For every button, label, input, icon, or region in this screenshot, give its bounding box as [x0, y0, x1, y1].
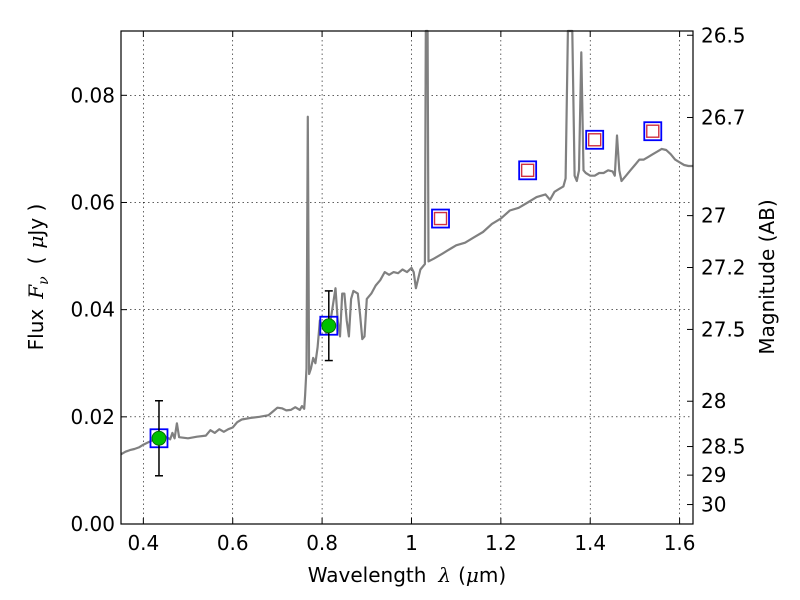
spectrum-series	[120, 29, 693, 456]
y-tick-label: 0.08	[70, 83, 115, 107]
plot-area	[121, 31, 693, 524]
y2-axis-title: Magnitude (AB)	[755, 199, 779, 354]
y2-tick-label: 26.5	[701, 23, 746, 47]
y-tick-label: 0.02	[70, 405, 115, 429]
y2-tick-label: 29	[701, 463, 726, 487]
y2-tick-label: 27	[701, 204, 726, 228]
x-tick-label: 0.4	[127, 531, 159, 555]
grid-lines	[121, 31, 693, 525]
observed-flux-point	[151, 430, 167, 446]
x-tick-label: 0.6	[217, 531, 249, 555]
y-tick-label: 0.04	[70, 298, 115, 322]
x-tick-label: 1	[405, 531, 418, 555]
predicted-flux-square	[646, 124, 660, 138]
x-tick-label: 0.8	[306, 531, 338, 555]
observed-flux-point	[321, 318, 337, 334]
y-axis-title: FluxFν(μJy )	[24, 204, 52, 351]
y2-tick-label: 27.5	[701, 317, 746, 341]
axis-ticks: 0.4 0.6 0.8 1 1.2 1.4 1.6 0.00 0.02 0.04 0.06 0.08 2…	[70, 23, 745, 555]
y2-tick-label: 26.7	[701, 105, 746, 129]
model-flux-square	[585, 129, 605, 150]
y2-tick-label: 28	[701, 389, 726, 413]
x-axis-title: Wavelength λ (μm)	[308, 563, 506, 587]
spectrum-line	[120, 29, 693, 456]
y2-tick-label: 28.5	[701, 435, 746, 459]
predicted-flux-square	[520, 163, 535, 178]
plot-frame	[120, 30, 694, 525]
x-tick-label: 1.2	[485, 531, 517, 555]
predicted-flux-square	[433, 211, 448, 226]
model-flux-square	[431, 208, 450, 229]
photometry-markers	[149, 121, 663, 477]
y-tick-label: 0.06	[70, 190, 115, 214]
model-flux-square	[643, 121, 663, 142]
model-flux-square	[518, 160, 538, 181]
y2-tick-label: 27.2	[701, 256, 746, 280]
x-tick-label: 1.6	[664, 531, 696, 555]
predicted-flux-square	[587, 133, 602, 147]
y2-tick-label: 30	[701, 493, 726, 517]
y-tick-label: 0.00	[70, 512, 115, 536]
x-tick-label: 1.4	[574, 531, 606, 555]
